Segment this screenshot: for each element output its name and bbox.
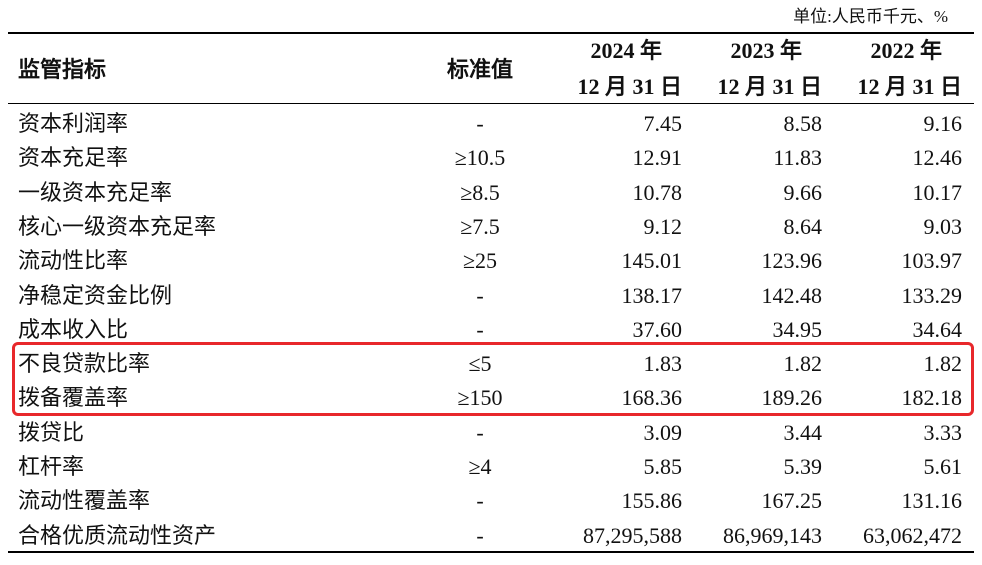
cell-value: 5.61: [923, 454, 963, 479]
header-date: 12 月 31 日: [577, 74, 682, 99]
standard-value: -: [476, 282, 484, 308]
highlight-box: [12, 342, 974, 416]
cell-value: 3.44: [783, 419, 823, 445]
row-label: 杠杆率: [18, 454, 85, 479]
cell-value: 5.85: [643, 454, 683, 479]
header-year: 2024 年: [590, 38, 662, 63]
cell-value: 9.12: [643, 213, 683, 239]
header-date: 12 月 31 日: [717, 74, 822, 99]
cell-value: 189.26: [761, 385, 823, 411]
row-label: 资本利润率: [18, 111, 129, 136]
cell-value: 123.96: [761, 248, 823, 274]
cell-value: 87,295,588: [583, 522, 682, 548]
cell-value: 1.82: [783, 351, 823, 377]
header-rule: [8, 103, 974, 104]
cell-value: 34.64: [912, 316, 963, 342]
standard-value: ≥25: [462, 248, 498, 274]
cell-value: 103.97: [901, 248, 963, 274]
top-rule: [8, 32, 974, 34]
cell-value: 9.16: [923, 111, 963, 136]
cell-value: 86,969,143: [723, 522, 822, 548]
bottom-rule: [8, 551, 974, 553]
row-label: 资本充足率: [18, 145, 129, 171]
cell-value: 10.17: [912, 179, 963, 205]
cell-value: 3.09: [643, 419, 683, 445]
cell-value: 9.03: [923, 213, 963, 239]
row-label: 流动性覆盖率: [18, 488, 151, 514]
header-year: 2022 年: [870, 38, 942, 63]
cell-value: 5.39: [783, 454, 823, 479]
cell-value: 133.29: [901, 282, 963, 308]
standard-value: ≥150: [457, 385, 503, 411]
cell-value: 63,062,472: [863, 522, 962, 548]
row-label: 流动性比率: [18, 248, 129, 274]
standard-value: -: [476, 316, 484, 342]
row-label: 核心一级资本充足率: [18, 213, 217, 239]
cell-value: 1.82: [923, 351, 963, 377]
cell-value: 12.91: [632, 145, 683, 171]
standard-value: ≥10.5: [454, 145, 506, 171]
cell-value: 131.16: [901, 488, 963, 514]
cell-value: 11.83: [773, 145, 822, 171]
cell-value: 9.66: [783, 179, 823, 205]
cell-value: 182.18: [901, 385, 963, 411]
cell-value: 10.78: [632, 179, 683, 205]
row-label: 成本收入比: [18, 316, 129, 342]
row-label: 拨贷比: [18, 419, 85, 445]
cell-value: 8.64: [783, 213, 823, 239]
header-indicator: 监管指标: [18, 57, 107, 82]
cell-value: 142.48: [761, 282, 823, 308]
header-date: 12 月 31 日: [857, 74, 962, 99]
cell-value: 168.36: [621, 385, 683, 411]
standard-value: -: [476, 522, 484, 548]
unit-note: 单位:人民币千元、%: [793, 7, 948, 26]
cell-value: 34.95: [772, 316, 823, 342]
header-standard: 标准值: [446, 57, 513, 82]
standard-value: ≥7.5: [460, 213, 500, 239]
cell-value: 3.33: [923, 419, 963, 445]
row-label: 拨备覆盖率: [18, 385, 129, 411]
cell-value: 1.83: [643, 351, 683, 377]
row-label: 一级资本充足率: [18, 179, 173, 205]
row-label: 净稳定资金比例: [18, 282, 173, 308]
header-year: 2023 年: [730, 38, 802, 63]
cell-value: 138.17: [621, 282, 683, 308]
cell-value: 167.25: [761, 488, 823, 514]
cell-value: 12.46: [912, 145, 963, 171]
cell-value: 8.58: [783, 111, 823, 136]
standard-value: ≤5: [468, 351, 492, 377]
cell-value: 7.45: [643, 111, 683, 136]
standard-value: ≥8.5: [460, 179, 500, 205]
cell-value: 155.86: [621, 488, 683, 514]
cell-value: 145.01: [621, 248, 683, 274]
cell-value: 37.60: [632, 316, 683, 342]
row-label: 不良贷款比率: [18, 351, 151, 377]
standard-value: ≥4: [468, 454, 492, 479]
row-label: 合格优质流动性资产: [18, 522, 217, 548]
standard-value: -: [476, 111, 484, 136]
standard-value: -: [476, 419, 484, 445]
standard-value: -: [476, 488, 484, 514]
